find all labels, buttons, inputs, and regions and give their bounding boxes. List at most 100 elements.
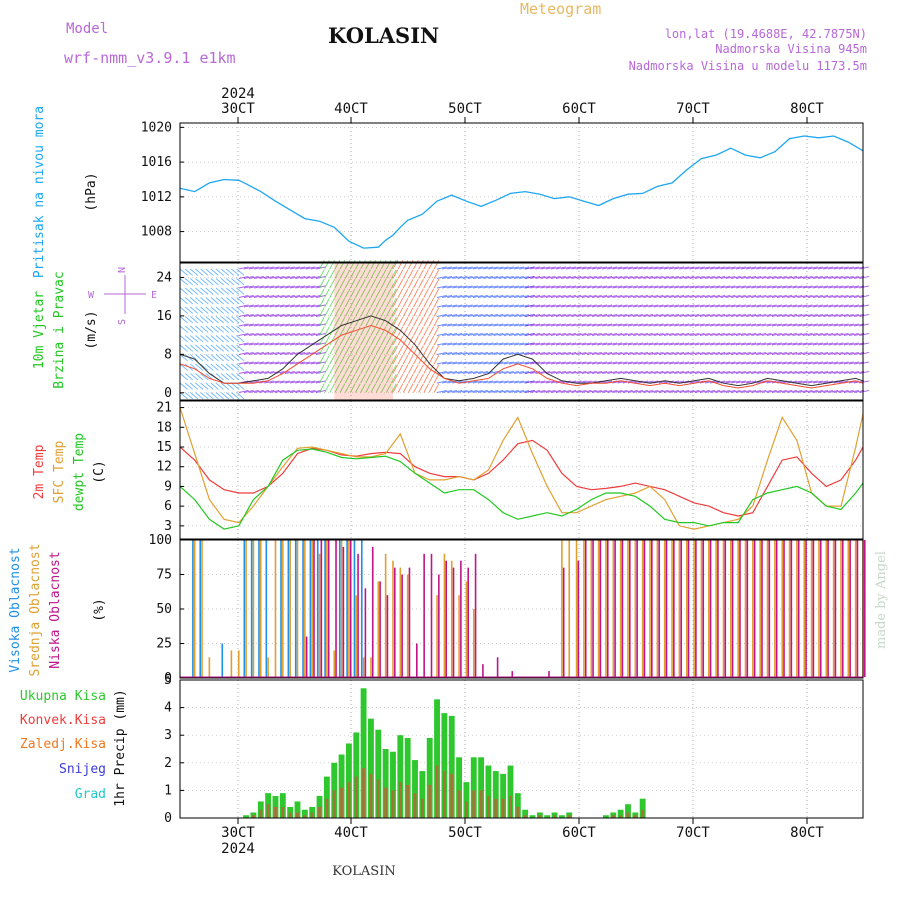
wind-barb bbox=[442, 361, 453, 365]
wind-barb bbox=[225, 306, 235, 314]
wind-barb bbox=[658, 294, 669, 298]
wind-barb bbox=[423, 297, 429, 308]
wind-barb bbox=[854, 370, 865, 374]
wind-barb bbox=[812, 266, 823, 270]
wind-barb bbox=[324, 307, 330, 317]
wind-barb bbox=[519, 294, 530, 298]
wind-barb bbox=[478, 323, 489, 327]
wind-barb bbox=[663, 285, 674, 289]
wind-barb bbox=[766, 304, 777, 308]
wind-barb bbox=[776, 351, 787, 355]
wind-barb bbox=[408, 364, 414, 374]
wind-barb bbox=[503, 304, 514, 308]
wind-barb bbox=[300, 380, 311, 384]
wind-barb bbox=[843, 266, 854, 270]
wind-barb bbox=[290, 361, 301, 365]
wind-barb bbox=[581, 313, 592, 317]
wind-barb bbox=[402, 269, 409, 279]
wind-barb bbox=[807, 361, 818, 365]
wind-barb bbox=[360, 354, 366, 365]
wind-barb bbox=[370, 316, 377, 327]
wind-barb bbox=[818, 294, 829, 298]
pressure-unit: (hPa) bbox=[84, 172, 99, 211]
wind-barb bbox=[535, 370, 546, 374]
wind-barb bbox=[483, 380, 494, 384]
wind-barb bbox=[433, 259, 440, 270]
wind-barb bbox=[581, 389, 592, 393]
wind-barb bbox=[694, 342, 705, 346]
wind-barb bbox=[581, 342, 592, 346]
wind-barb bbox=[488, 266, 499, 270]
wind-barb bbox=[290, 266, 301, 270]
wind-barb bbox=[694, 332, 705, 336]
wind-barb bbox=[740, 380, 751, 384]
wind-barb bbox=[761, 342, 772, 346]
wind-barb bbox=[483, 304, 494, 308]
wind-barb bbox=[653, 285, 664, 289]
wind-barb bbox=[792, 275, 803, 279]
wind-barb bbox=[310, 313, 321, 317]
wind-barb bbox=[508, 285, 519, 289]
wind-barb bbox=[612, 342, 623, 346]
wind-barb bbox=[189, 316, 199, 324]
wind-barb bbox=[472, 342, 483, 346]
wind-barb bbox=[189, 325, 199, 333]
wind-barb bbox=[220, 392, 230, 400]
wind-barb bbox=[751, 285, 762, 289]
wind-barb bbox=[658, 342, 669, 346]
wind-barb bbox=[591, 275, 602, 279]
wind-barb bbox=[823, 323, 834, 327]
wind-barb bbox=[591, 361, 602, 365]
wind-barb bbox=[315, 361, 326, 365]
wind-barb bbox=[243, 313, 254, 317]
wind-barb bbox=[433, 278, 440, 289]
precip-bar-convective bbox=[611, 815, 615, 818]
wind-barb bbox=[300, 351, 311, 355]
wind-barb bbox=[436, 294, 447, 298]
wind-barb bbox=[360, 335, 366, 346]
wind-barb bbox=[344, 345, 351, 355]
wind-barb bbox=[408, 259, 414, 270]
wind-barb bbox=[633, 323, 644, 327]
wind-barb bbox=[818, 361, 829, 365]
wind-barb bbox=[413, 364, 419, 374]
wind-barb bbox=[555, 275, 566, 279]
wind-barb bbox=[627, 275, 638, 279]
wind-barb bbox=[375, 288, 382, 298]
wind-barb bbox=[200, 392, 209, 400]
wind-barb bbox=[617, 361, 628, 365]
wind-barb bbox=[766, 266, 777, 270]
wind-barb bbox=[231, 325, 240, 333]
precip-bar-total bbox=[478, 757, 485, 818]
temp-tick-label: 18 bbox=[156, 420, 172, 435]
wind-barb bbox=[694, 370, 705, 374]
wind-barb bbox=[210, 354, 219, 362]
wind-barb bbox=[833, 304, 844, 308]
wind-barb bbox=[310, 380, 321, 384]
wind-barb bbox=[324, 316, 330, 327]
wind-barb bbox=[715, 332, 726, 336]
wind-barb bbox=[238, 285, 249, 289]
wind-barb bbox=[648, 370, 659, 374]
wind-barb bbox=[802, 313, 813, 317]
wind-barb bbox=[735, 351, 746, 355]
wind-barb bbox=[428, 326, 435, 336]
wind-barb bbox=[684, 389, 695, 393]
wind-barb bbox=[571, 275, 582, 279]
wind-barb bbox=[787, 323, 798, 327]
wind-barb bbox=[319, 297, 325, 308]
wind-barb bbox=[530, 313, 541, 317]
wind-barb bbox=[735, 294, 746, 298]
wind-barb bbox=[591, 342, 602, 346]
wind-barb bbox=[586, 313, 597, 317]
wind-barb bbox=[259, 313, 270, 317]
legend-total-rain: Ukupna Kisa bbox=[20, 689, 106, 704]
wind-barb bbox=[344, 269, 351, 279]
wind-barb bbox=[295, 304, 306, 308]
wind-barb bbox=[766, 361, 777, 365]
wind-barb bbox=[423, 364, 429, 374]
wind-barb bbox=[467, 361, 478, 365]
wind-barb bbox=[633, 304, 644, 308]
wind-barb bbox=[498, 389, 509, 393]
wind-barb bbox=[452, 275, 463, 279]
